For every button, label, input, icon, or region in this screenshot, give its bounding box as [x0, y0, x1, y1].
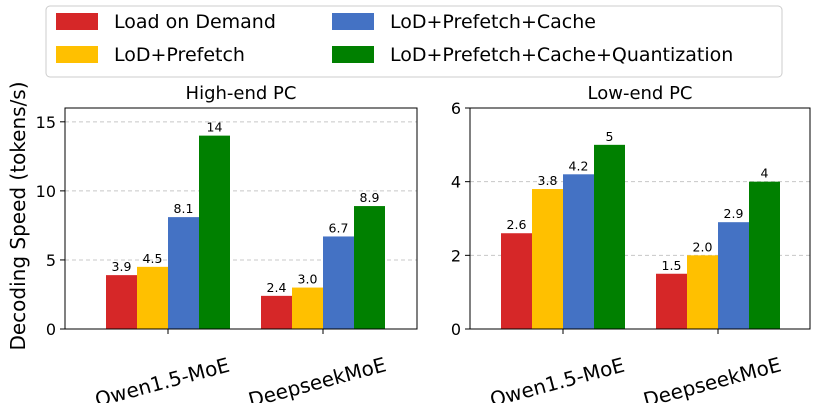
bar-value-label: 8.1 — [174, 201, 194, 216]
bar — [354, 206, 385, 329]
bar — [749, 181, 780, 329]
legend-label: Load on Demand — [114, 11, 276, 33]
bar — [168, 217, 199, 329]
bar — [199, 135, 230, 329]
legend-swatch — [56, 13, 98, 30]
panel-title: High-end PC — [186, 83, 297, 104]
bar-value-label: 2.9 — [724, 206, 744, 221]
panel-title: Low-end PC — [588, 83, 693, 104]
bar-value-label: 6.7 — [329, 220, 349, 235]
bar — [323, 236, 354, 329]
bar-value-label: 14 — [207, 120, 223, 135]
bar-value-label: 8.9 — [360, 190, 380, 205]
bar — [292, 287, 323, 329]
category-label: Qwen1.5-MoE — [92, 353, 232, 403]
bar — [532, 189, 563, 329]
legend-swatch — [332, 46, 374, 63]
legend-label: LoD+Prefetch — [114, 44, 245, 66]
bar-value-label: 4.2 — [569, 158, 589, 173]
category-label: Qwen1.5-MoE — [487, 353, 627, 403]
legend-swatch — [56, 46, 98, 63]
y-tick-label: 6 — [451, 99, 461, 118]
bar — [718, 222, 749, 329]
bar-value-label: 5 — [606, 129, 614, 144]
bar — [106, 275, 137, 329]
y-tick-label: 4 — [451, 173, 461, 192]
bar — [656, 273, 687, 329]
legend-box — [45, 5, 783, 78]
y-tick-label: 10 — [36, 182, 56, 201]
bar-value-label: 3.9 — [112, 259, 132, 274]
bar — [137, 266, 168, 329]
bar — [501, 233, 532, 329]
bar — [594, 144, 625, 329]
y-tick-label: 0 — [46, 320, 56, 339]
bar-value-label: 2.6 — [507, 217, 527, 232]
bar-value-label: 2.0 — [693, 239, 713, 254]
bar-value-label: 4.5 — [143, 251, 163, 266]
plot-frame — [469, 107, 811, 330]
bar-value-label: 4 — [761, 166, 769, 181]
legend-label: LoD+Prefetch+Cache — [390, 11, 596, 33]
y-axis-label: Decoding Speed (tokens/s) — [6, 81, 30, 350]
category-label: DeepseekMoE — [641, 352, 784, 403]
bar-value-label: 3.0 — [298, 272, 318, 287]
y-tick-label: 15 — [36, 113, 56, 132]
category-label: DeepseekMoE — [246, 352, 389, 403]
bar — [261, 295, 292, 329]
plot-frame — [64, 107, 418, 330]
bar-value-label: 2.4 — [267, 280, 287, 295]
bar — [687, 255, 718, 329]
bar-value-label: 1.5 — [662, 258, 682, 273]
legend-label: LoD+Prefetch+Cache+Quantization — [390, 44, 733, 66]
legend-swatch — [332, 13, 374, 30]
y-tick-label: 0 — [451, 320, 461, 339]
y-tick-label: 2 — [451, 246, 461, 265]
y-tick-label: 5 — [46, 251, 56, 270]
bar-value-label: 3.8 — [538, 173, 558, 188]
bar — [563, 174, 594, 329]
